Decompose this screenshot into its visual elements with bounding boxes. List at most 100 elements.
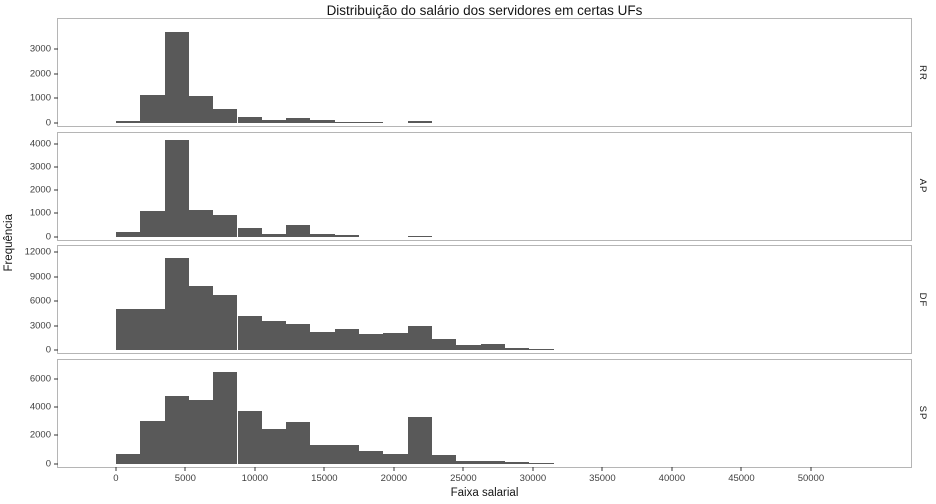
y-tick-label: 3000: [29, 161, 51, 173]
histogram-bar: [407, 326, 433, 351]
x-tick-mark: [323, 466, 325, 471]
histogram-bar: [213, 371, 238, 464]
histogram-bar: [188, 399, 214, 464]
histogram-bar: [140, 94, 165, 124]
histogram-bar: [140, 420, 165, 464]
histogram-bar: [334, 328, 360, 351]
y-tick-label: 1000: [29, 92, 51, 104]
y-tick-mark: [54, 143, 58, 145]
histogram-bar: [140, 309, 165, 351]
histogram-bar: [115, 309, 141, 351]
histogram-bar: [237, 315, 262, 351]
y-tick-label: 4000: [29, 138, 51, 150]
histogram-bar: [286, 117, 311, 124]
x-tick-label: 25000: [450, 472, 477, 484]
x-tick-mark: [671, 466, 673, 471]
facet-panels: 0 1000 2000 3000 RR 0 1000 2000 3000 4000 AP 0 3000 6…: [25, 18, 928, 483]
facet-strip-label: AP: [917, 178, 928, 194]
y-tick-mark: [54, 325, 58, 326]
histogram-bar: [432, 338, 457, 351]
histogram-bar: [261, 429, 287, 464]
facet-strip-label: DF: [917, 292, 928, 307]
histogram-bar: [505, 462, 530, 464]
y-tick-label: 0: [45, 117, 51, 129]
histogram-bar: [334, 444, 360, 464]
histogram-bar: [310, 119, 335, 124]
histogram-bar: [237, 227, 262, 237]
x-tick-label: 0: [113, 472, 119, 484]
x-tick-mark: [115, 466, 117, 471]
histogram-bar: [334, 235, 360, 237]
x-tick-label: 50000: [797, 472, 825, 484]
x-tick-mark: [740, 466, 742, 471]
x-tick-label: 5000: [174, 472, 196, 484]
histogram-bar: [286, 323, 311, 351]
histogram-bar: [456, 461, 481, 464]
histogram-bar: [383, 454, 408, 464]
histogram-bar: [213, 109, 238, 124]
y-tick-label: 4000: [29, 401, 51, 413]
histogram-bar: [407, 120, 433, 124]
histogram-bar: [213, 214, 238, 237]
histogram-bar: [480, 344, 506, 351]
x-tick-mark: [810, 466, 812, 471]
facet-panel-SP: 0 2000 4000 6000 SP 0 5000 10000 15000 20000 25000…: [30, 358, 928, 483]
y-tick-label: 3000: [29, 43, 51, 55]
facet-strip-label: RR: [917, 64, 928, 81]
x-tick-mark: [393, 466, 395, 471]
facet-panel-AP: 0 1000 2000 3000 4000 AP: [30, 131, 928, 241]
x-tick-mark: [532, 466, 534, 471]
chart-title: Distribuição do salário dos servidores e…: [326, 3, 643, 18]
facet-panel-DF: 0 3000 6000 9000 12000 DF: [25, 245, 928, 354]
y-tick-mark: [54, 378, 58, 380]
histogram-bar: [261, 233, 287, 237]
histogram-bar: [115, 454, 141, 464]
histogram-bar: [188, 95, 214, 124]
y-tick-label: 2000: [29, 184, 51, 196]
histogram-bar: [164, 139, 189, 237]
histogram-bar: [310, 234, 335, 237]
histogram-bar: [334, 121, 360, 124]
histogram-bar: [286, 225, 311, 237]
histogram-bar: [237, 116, 262, 124]
histogram-bar: [237, 410, 262, 464]
histogram-bar: [188, 286, 214, 351]
x-tick-label: 30000: [519, 472, 547, 484]
x-tick-label: 15000: [311, 472, 338, 484]
y-tick-label: 6000: [29, 295, 51, 307]
y-tick-mark: [54, 236, 58, 237]
histogram-bar: [359, 121, 384, 124]
y-tick-mark: [54, 189, 58, 191]
histogram-bar: [480, 461, 506, 464]
histogram-bar: [164, 257, 189, 351]
histogram-bar: [310, 445, 335, 464]
histogram-bar: [359, 450, 384, 464]
x-axis-label: Faixa salarial: [450, 487, 519, 499]
histogram-bar: [164, 31, 189, 124]
x-tick-label: 40000: [658, 472, 686, 484]
facet-panel-RR: 0 1000 2000 3000 RR: [30, 18, 928, 127]
x-tick-label: 45000: [728, 472, 755, 484]
histogram-bar: [407, 416, 433, 464]
facet-strip-label: SP: [917, 405, 928, 421]
y-tick-mark: [54, 48, 58, 50]
histogram-bar: [115, 232, 141, 237]
x-tick-label: 10000: [241, 472, 269, 484]
y-tick-label: 0: [45, 230, 51, 242]
y-tick-label: 2000: [29, 67, 51, 79]
histogram-bar: [529, 462, 554, 464]
histogram-bar: [115, 120, 141, 124]
y-axis-label: Frequência: [3, 213, 15, 272]
histogram-bar: [213, 294, 238, 351]
histogram-bar: [432, 455, 457, 464]
y-tick-mark: [54, 276, 58, 277]
y-tick-mark: [54, 434, 58, 436]
y-tick-mark: [54, 122, 58, 124]
y-tick-label: 0: [45, 344, 51, 356]
x-tick-mark: [254, 466, 256, 471]
y-tick-label: 1000: [29, 207, 51, 219]
histogram-bar: [188, 210, 214, 237]
y-tick-mark: [54, 251, 58, 253]
y-tick-mark: [54, 212, 58, 214]
